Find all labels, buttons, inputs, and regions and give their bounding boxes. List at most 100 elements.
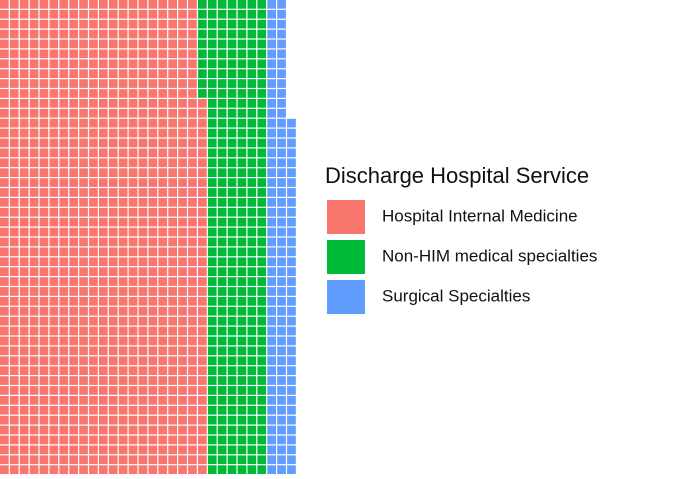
waffle-cell xyxy=(19,29,29,39)
waffle-cell xyxy=(9,287,19,296)
waffle-cell xyxy=(237,415,247,425)
waffle-cell xyxy=(79,445,88,455)
waffle-cell xyxy=(168,168,177,177)
waffle-cell xyxy=(29,128,39,138)
waffle-cell xyxy=(128,267,138,276)
waffle-cell xyxy=(178,465,187,474)
waffle-cell xyxy=(59,118,69,128)
waffle-cell xyxy=(19,386,29,395)
waffle-cell xyxy=(99,237,108,247)
waffle-cell xyxy=(287,415,296,425)
waffle-cell xyxy=(89,326,98,336)
waffle-cell xyxy=(267,237,276,247)
waffle-cell xyxy=(257,138,267,148)
waffle-cell xyxy=(207,178,217,187)
waffle-cell xyxy=(0,455,9,465)
waffle-cell xyxy=(178,425,187,435)
waffle-cell xyxy=(227,257,237,267)
waffle-cell xyxy=(227,89,237,98)
waffle-cell xyxy=(247,99,257,108)
waffle-cell xyxy=(148,267,158,276)
waffle-cell xyxy=(0,227,9,237)
waffle-cell xyxy=(207,425,217,435)
waffle-cell xyxy=(178,386,187,395)
waffle-cell xyxy=(19,198,29,207)
waffle-cell xyxy=(118,207,128,217)
waffle-cell xyxy=(79,386,88,395)
waffle-cell xyxy=(198,79,207,88)
waffle-cell xyxy=(49,425,59,435)
waffle-cell xyxy=(79,316,88,326)
waffle-cell xyxy=(59,435,69,445)
waffle-cell xyxy=(19,237,29,247)
waffle-cell xyxy=(227,287,237,296)
waffle-cell xyxy=(49,386,59,395)
waffle-cell xyxy=(0,356,9,366)
waffle-cell xyxy=(0,297,9,306)
waffle-cell xyxy=(287,128,296,138)
waffle-cell xyxy=(178,396,187,405)
waffle-cell xyxy=(207,59,217,69)
waffle-cell xyxy=(178,138,187,148)
waffle-cell xyxy=(168,207,177,217)
waffle-cell xyxy=(158,59,168,69)
waffle-cell xyxy=(9,247,19,257)
waffle-cell xyxy=(257,425,267,435)
waffle-cell xyxy=(198,297,207,306)
waffle-cell xyxy=(188,366,197,375)
waffle-cell xyxy=(19,257,29,267)
waffle-cell xyxy=(69,9,78,19)
waffle-cell xyxy=(287,257,296,267)
waffle-cell xyxy=(267,356,276,366)
waffle-cell xyxy=(207,108,217,118)
waffle-cell xyxy=(99,188,108,197)
waffle-cell xyxy=(0,287,9,296)
waffle-cell xyxy=(49,445,59,455)
waffle-cell xyxy=(158,465,168,474)
waffle-cell xyxy=(89,158,98,168)
waffle-cell xyxy=(69,326,78,336)
waffle-cell xyxy=(138,188,148,197)
waffle-cell xyxy=(29,178,39,187)
waffle-cell xyxy=(0,19,9,29)
waffle-cell xyxy=(69,227,78,237)
waffle-cell xyxy=(89,376,98,385)
waffle-cell xyxy=(237,326,247,336)
waffle-cell xyxy=(0,396,9,405)
waffle-cell xyxy=(277,277,286,286)
waffle-cell xyxy=(39,188,49,197)
waffle-cell xyxy=(277,227,286,237)
waffle-cell xyxy=(39,346,49,356)
waffle-cell xyxy=(128,405,138,415)
waffle-cell xyxy=(59,306,69,316)
waffle-cell xyxy=(79,366,88,375)
waffle-cell xyxy=(237,148,247,158)
waffle-cell xyxy=(89,9,98,19)
waffle-cell xyxy=(39,49,49,59)
waffle-cell xyxy=(148,297,158,306)
waffle-cell xyxy=(158,19,168,29)
waffle-cell xyxy=(79,19,88,29)
waffle-cell xyxy=(89,89,98,98)
waffle-cell xyxy=(19,108,29,118)
waffle-cell xyxy=(198,435,207,445)
waffle-cell xyxy=(108,435,118,445)
waffle-cell xyxy=(128,247,138,257)
waffle-cell xyxy=(49,405,59,415)
waffle-cell xyxy=(277,425,286,435)
waffle-cell xyxy=(108,366,118,375)
waffle-cell xyxy=(168,39,177,49)
waffle-cell xyxy=(247,287,257,296)
waffle-cell xyxy=(267,346,276,356)
waffle-cell xyxy=(69,445,78,455)
waffle-cell xyxy=(29,79,39,88)
waffle-cell xyxy=(217,277,227,286)
waffle-cell xyxy=(9,376,19,385)
waffle-cell xyxy=(207,19,217,29)
waffle-cell xyxy=(59,257,69,267)
waffle-cell xyxy=(138,108,148,118)
waffle-cell xyxy=(277,336,286,346)
waffle-cell xyxy=(69,465,78,474)
waffle-cell xyxy=(198,128,207,138)
